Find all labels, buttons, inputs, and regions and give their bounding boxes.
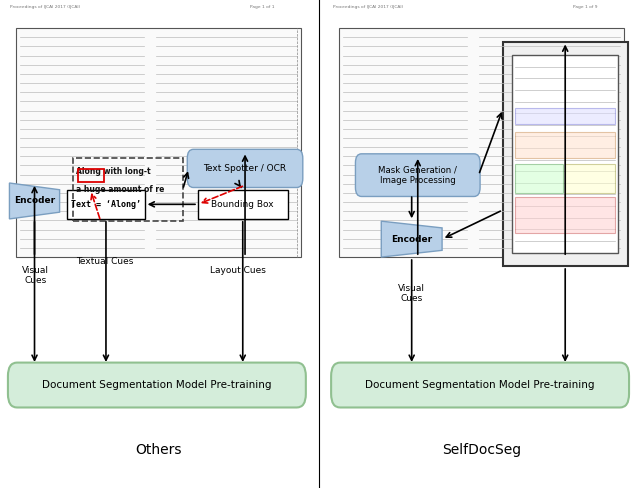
Text: Visual
Cues: Visual Cues [398,284,425,304]
Text: SelfDocSeg: SelfDocSeg [442,443,521,457]
Bar [198,190,287,219]
Bar [339,28,625,257]
Bar [515,108,615,124]
FancyBboxPatch shape [188,149,303,187]
Text: Text Spotter / OCR: Text Spotter / OCR [204,164,287,173]
Bar [515,197,615,233]
Bar [78,169,104,182]
Polygon shape [381,221,442,257]
Text: Visual
Cues: Visual Cues [22,266,49,285]
Text: Text = ‘Along’: Text = ‘Along’ [71,200,141,209]
Text: Proceedings of IJCAI 2017 (IJCAI): Proceedings of IJCAI 2017 (IJCAI) [333,5,403,9]
Text: Mask Generation /
Image Processing: Mask Generation / Image Processing [378,165,457,185]
FancyBboxPatch shape [8,363,306,407]
Text: Bounding Box: Bounding Box [211,200,274,209]
FancyBboxPatch shape [331,363,629,407]
Bar [503,41,627,266]
Bar [512,55,618,253]
FancyBboxPatch shape [355,154,480,197]
Text: Proceedings of IJCAI 2017 (IJCAI): Proceedings of IJCAI 2017 (IJCAI) [10,5,80,9]
Text: Document Segmentation Model Pre-training: Document Segmentation Model Pre-training [42,380,271,390]
Text: Textual Cues: Textual Cues [77,257,134,266]
Bar [515,132,615,158]
Bar [565,163,615,193]
Text: Page 1 of 9: Page 1 of 9 [573,5,597,9]
Text: Layout Cues: Layout Cues [209,266,266,275]
Text: a huge amount of re: a huge amount of re [76,185,164,194]
Text: Encoder: Encoder [14,197,55,205]
Text: Others: Others [135,443,182,457]
Text: Document Segmentation Model Pre-training: Document Segmentation Model Pre-training [365,380,595,390]
Polygon shape [10,183,60,219]
Text: Encoder: Encoder [391,235,432,244]
Text: Along with long-t: Along with long-t [76,167,151,176]
Bar [15,28,301,257]
Text: Page 1 of 1: Page 1 of 1 [250,5,274,9]
Bar [67,190,145,219]
Bar [515,163,563,193]
Bar [73,158,183,221]
